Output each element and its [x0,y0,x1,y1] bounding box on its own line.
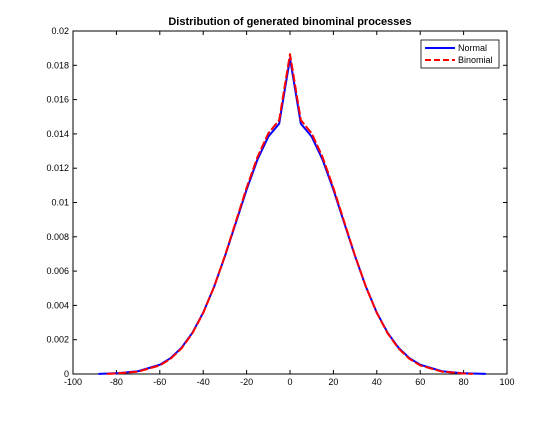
y-tick-label: 0.014 [46,129,69,139]
axis-ticks: -100 -80 -60 -40 -20 0 20 40 60 80 100 0 0.002 0.004 0… [46,26,514,387]
y-tick-label: 0.02 [51,26,69,36]
x-tick-label: -20 [240,377,253,387]
x-tick-label: 0 [287,377,292,387]
y-tick-label: 0.008 [46,232,69,242]
legend-box [420,39,500,69]
plot-area [72,30,508,375]
legend-normal-label: Normal [458,43,487,53]
x-tick-label: -40 [197,377,210,387]
x-tick-label: -80 [110,377,123,387]
x-tick-label: 100 [499,377,514,387]
chart-title: Distribution of generated binominal proc… [168,16,411,28]
y-tick-label: 0 [64,369,69,379]
legend: Normal Binomial [420,39,500,69]
y-tick-label: 0.002 [46,335,69,345]
y-tick-label: 0.01 [51,198,69,208]
y-tick-label: 0.018 [46,60,69,70]
y-tick-label: 0.006 [46,266,69,276]
y-tick-label: 0.012 [46,163,69,173]
x-tick-label: -60 [153,377,166,387]
y-tick-label: 0.016 [46,95,69,105]
x-tick-label: 80 [459,377,469,387]
legend-binomial-label: Binomial [458,55,493,65]
x-tick-label: -100 [64,377,82,387]
x-tick-label: 20 [328,377,338,387]
series-line-binomial [106,53,474,375]
y-tick-label: 0.004 [46,300,69,310]
x-tick-label: 40 [372,377,382,387]
series-lines [98,53,487,375]
x-tick-label: 60 [415,377,425,387]
